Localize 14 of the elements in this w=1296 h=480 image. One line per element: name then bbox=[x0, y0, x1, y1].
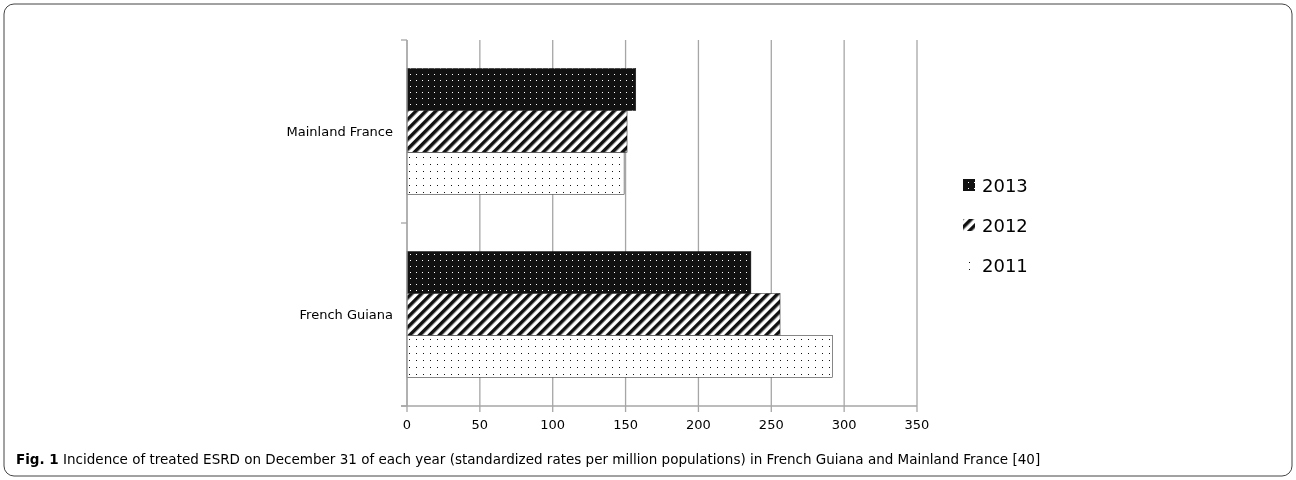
x-tick-label: 250 bbox=[758, 417, 784, 432]
x-tick-label: 100 bbox=[540, 417, 566, 432]
x-tick-label: 150 bbox=[613, 417, 638, 432]
y-tick-label: Mainland France bbox=[286, 123, 393, 139]
caption: Fig. 1 Incidence of treated ESRD on December 31 of each year (standardized rates per million populations) in French Guiana and Mainland France [40] bbox=[16, 451, 1041, 467]
y-tick-label: French Guiana bbox=[299, 306, 393, 322]
legend-label: 2011 bbox=[982, 255, 1028, 276]
x-tick-label: 200 bbox=[686, 417, 711, 432]
legend-label: 2012 bbox=[982, 215, 1028, 236]
x-tick-label: 350 bbox=[904, 417, 930, 432]
x-tick-label: 300 bbox=[831, 417, 857, 432]
x-tick-label: 50 bbox=[471, 417, 489, 432]
x-tick-label: 0 bbox=[402, 417, 412, 432]
legend-label: 2013 bbox=[982, 175, 1028, 196]
